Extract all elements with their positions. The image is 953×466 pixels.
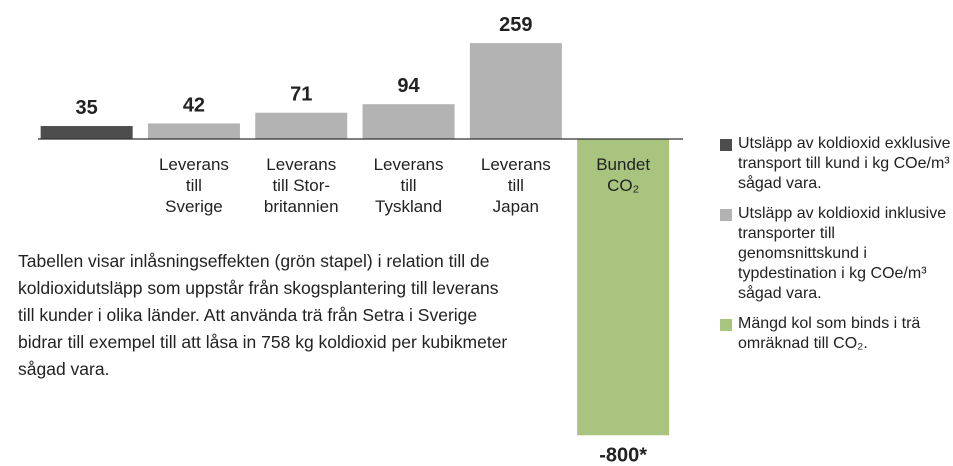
x-tick-label: Leverans till Stor-britannien [264,155,339,216]
legend-swatch [720,139,732,151]
value-label: 94 [397,75,420,97]
legend-item: Mängd kol som binds i trä omräknad till … [720,314,952,354]
legend: Utsläpp av koldioxid exklusive transport… [720,134,952,364]
legend-swatch [720,319,732,331]
bar [362,104,455,139]
legend-swatch [720,209,732,221]
x-tick-label: Leverans till Japan [481,155,551,216]
x-tick-label: Bundet CO₂ [596,155,650,195]
legend-label: Utsläpp av koldioxid inklusive transport… [738,205,947,302]
bar [40,126,133,139]
legend-item: Utsläpp av koldioxid inklusive transport… [720,204,952,304]
legend-label: Mängd kol som binds i trä omräknad till … [738,315,921,352]
bar [577,139,670,436]
value-label: 35 [76,97,98,119]
x-tick-label: Leverans till Sverige [159,155,229,216]
legend-item: Utsläpp av koldioxid exklusive transport… [720,134,952,194]
x-tick-label: Leverans till Tyskland [374,155,444,216]
value-label: 71 [290,84,312,106]
legend-label: Utsläpp av koldioxid exklusive transport… [738,135,951,192]
value-label: -800* [599,444,647,466]
bar [469,43,562,139]
value-label: 42 [183,94,205,116]
annotation: Tabellen visar inlåsningseffekten (grön … [18,251,508,379]
bar [147,123,240,139]
value-label: 259 [499,14,532,36]
bar [255,112,348,139]
